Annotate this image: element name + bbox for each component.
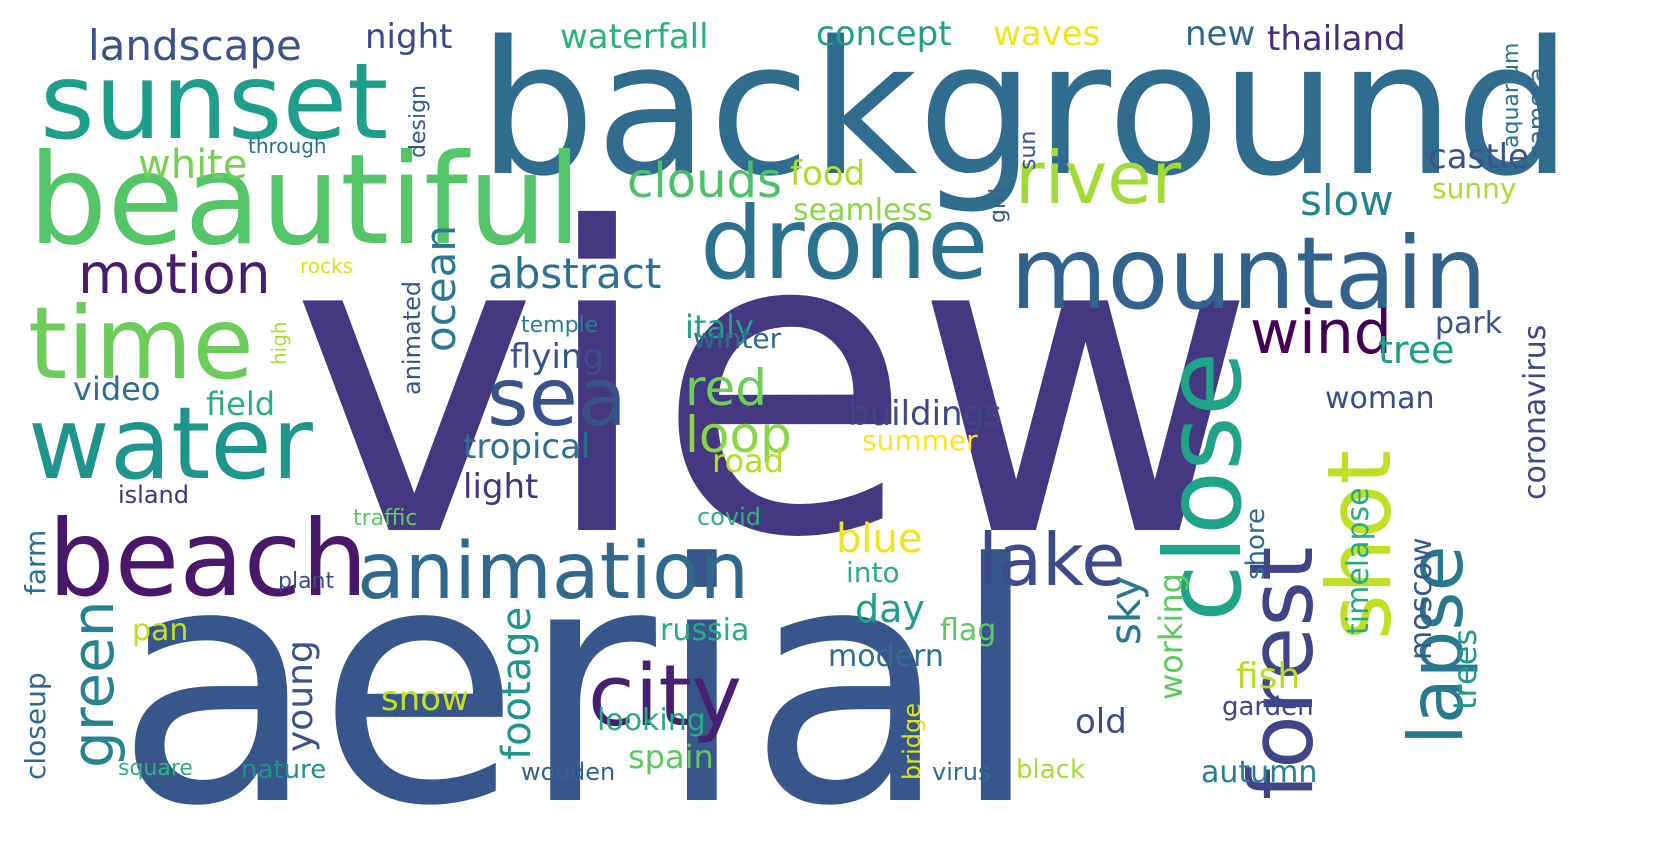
word-sky: sky xyxy=(1101,575,1150,645)
word-island: island xyxy=(118,481,189,509)
word-sunny: sunny xyxy=(1432,172,1516,205)
word-plant: plant xyxy=(278,569,335,594)
word-flag: flag xyxy=(940,613,996,648)
word-nature: nature xyxy=(241,755,326,785)
word-sea: sea xyxy=(487,351,627,444)
word-trees: trees xyxy=(1446,629,1484,710)
word-concept: concept xyxy=(816,14,952,54)
word-moscow: moscow xyxy=(1404,537,1439,660)
word-bridge: bridge xyxy=(898,703,926,780)
word-motion: motion xyxy=(78,242,271,306)
word-wind: wind xyxy=(1250,298,1392,368)
word-river: river xyxy=(1015,136,1182,220)
word-food: food xyxy=(790,154,865,194)
word-summer: summer xyxy=(862,424,978,457)
word-mountain: mountain xyxy=(1010,215,1487,332)
word-tropical: tropical xyxy=(463,427,590,467)
word-wooden: wooden xyxy=(521,758,615,786)
word-working: working xyxy=(1152,573,1190,700)
word-modern: modern xyxy=(828,639,944,674)
word-looking: looking xyxy=(597,703,706,738)
word-beautiful: beautiful xyxy=(28,128,582,273)
word-black: black xyxy=(1016,755,1085,785)
word-ocean: ocean xyxy=(416,225,465,352)
word-castle: castle xyxy=(1428,137,1529,177)
word-drone: drone xyxy=(700,185,988,302)
word-traffic: traffic xyxy=(353,506,418,531)
word-water: water xyxy=(28,385,314,502)
word-tree: tree xyxy=(1378,328,1454,372)
word-woman: woman xyxy=(1325,381,1435,416)
word-waterfall: waterfall xyxy=(560,17,709,57)
word-light: light xyxy=(463,467,538,507)
word-lapse: lapse xyxy=(1392,545,1480,745)
word-loop: loop xyxy=(685,406,792,464)
word-buildings: buildings xyxy=(848,394,1002,434)
word-view: view xyxy=(290,141,1257,630)
word-animation: animation xyxy=(357,527,749,617)
word-coronavirus: coronavirus xyxy=(1518,325,1553,500)
word-abstract: abstract xyxy=(488,249,661,298)
word-forest: forest xyxy=(1230,546,1333,800)
word-slow: slow xyxy=(1300,176,1394,225)
word-new: new xyxy=(1185,14,1255,54)
word-aquarium: aquarium xyxy=(1499,43,1524,148)
word-field: field xyxy=(206,385,275,423)
word-spain: spain xyxy=(628,738,714,776)
word-green: green xyxy=(59,600,127,768)
word-temple: temple xyxy=(521,313,598,338)
word-sunset: sunset xyxy=(40,41,388,163)
word-shore: shore xyxy=(1241,508,1271,580)
word-garden: garden xyxy=(1222,692,1314,722)
word-road: road xyxy=(712,442,784,480)
word-autumn: autumn xyxy=(1201,755,1317,790)
word-background: background xyxy=(478,1,1572,217)
word-clouds: clouds xyxy=(627,153,782,209)
word-night: night xyxy=(365,17,452,57)
word-farm: farm xyxy=(19,530,52,595)
word-camera: camera xyxy=(1523,67,1551,158)
word-lake: lake xyxy=(978,518,1126,602)
word-high: high xyxy=(267,321,291,365)
word-sun: sun xyxy=(1016,131,1041,170)
word-covid: covid xyxy=(697,503,761,531)
word-square: square xyxy=(118,756,193,781)
word-close: close xyxy=(1143,352,1265,622)
word-animated: animated xyxy=(398,281,426,395)
word-design: design xyxy=(406,85,431,158)
word-into: into xyxy=(846,556,900,589)
word-blue: blue xyxy=(836,516,922,562)
word-fish: fish xyxy=(1236,656,1300,697)
word-closeup: closeup xyxy=(19,672,52,780)
word-italy: italy xyxy=(685,308,754,346)
word-rocks: rocks xyxy=(300,254,353,278)
word-young: young xyxy=(280,640,321,752)
word-timelapse: timelapse xyxy=(1341,487,1376,635)
word-thailand: thailand xyxy=(1267,19,1406,59)
word-through: through xyxy=(248,134,327,158)
word-girl: girl xyxy=(986,188,1011,223)
word-seamless: seamless xyxy=(793,193,933,228)
word-red: red xyxy=(685,359,767,417)
word-shot: shot xyxy=(1308,450,1411,640)
word-flying: flying xyxy=(510,337,604,377)
word-old: old xyxy=(1075,702,1127,742)
word-video: video xyxy=(73,370,160,408)
word-landscape: landscape xyxy=(88,21,302,70)
word-snow: snow xyxy=(381,679,469,719)
word-footage: footage xyxy=(494,607,540,760)
word-russia: russia xyxy=(660,613,749,648)
word-virus: virus xyxy=(932,758,990,786)
word-white: white xyxy=(138,142,247,188)
word-park: park xyxy=(1435,306,1503,341)
word-beach: beach xyxy=(48,498,368,620)
word-pan: pan xyxy=(132,613,188,648)
word-waves: waves xyxy=(993,14,1100,54)
word-day: day xyxy=(855,587,925,631)
word-aerial: aerial xyxy=(115,494,1042,851)
word-time: time xyxy=(28,285,254,402)
word-winter: winter xyxy=(693,322,782,355)
word-city: city xyxy=(588,647,742,746)
